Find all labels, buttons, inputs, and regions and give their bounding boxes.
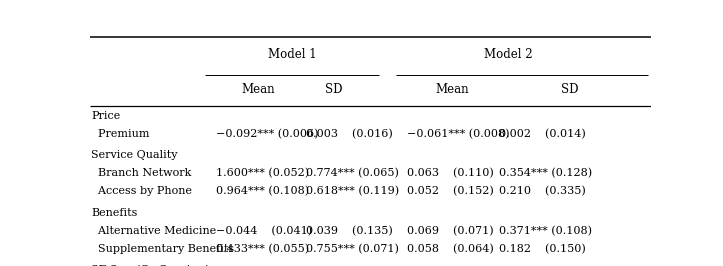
Text: Service Quality: Service Quality bbox=[92, 150, 178, 160]
Text: 0.039    (0.135): 0.039 (0.135) bbox=[306, 226, 393, 236]
Text: Alternative Medicine: Alternative Medicine bbox=[92, 226, 217, 236]
Text: 0.618*** (0.119): 0.618*** (0.119) bbox=[306, 186, 399, 197]
Text: 0.052    (0.152): 0.052 (0.152) bbox=[407, 186, 494, 197]
Text: 0.433*** (0.055): 0.433*** (0.055) bbox=[216, 244, 309, 254]
Text: 0.964*** (0.108): 0.964*** (0.108) bbox=[216, 186, 309, 197]
Text: 0.003    (0.016): 0.003 (0.016) bbox=[306, 129, 393, 139]
Text: −0.044    (0.041): −0.044 (0.041) bbox=[216, 226, 312, 236]
Text: 0.002    (0.014): 0.002 (0.014) bbox=[500, 129, 586, 139]
Text: 0.210    (0.335): 0.210 (0.335) bbox=[500, 186, 586, 197]
Text: Branch Network: Branch Network bbox=[92, 168, 192, 178]
Text: 0.755*** (0.071): 0.755*** (0.071) bbox=[306, 244, 399, 254]
Text: 0.069    (0.071): 0.069 (0.071) bbox=[407, 226, 494, 236]
Text: 1.600*** (0.052): 1.600*** (0.052) bbox=[216, 168, 309, 178]
Text: SD: SD bbox=[325, 83, 343, 96]
Text: Mean: Mean bbox=[435, 83, 469, 96]
Text: 0.774*** (0.065): 0.774*** (0.065) bbox=[306, 168, 399, 178]
Text: Mean: Mean bbox=[241, 83, 275, 96]
Text: −0.061*** (0.008): −0.061*** (0.008) bbox=[407, 129, 510, 139]
Text: Premium: Premium bbox=[92, 129, 150, 139]
Text: Access by Phone: Access by Phone bbox=[92, 186, 192, 196]
Text: 0.354*** (0.128): 0.354*** (0.128) bbox=[500, 168, 593, 178]
Text: 0.371*** (0.108): 0.371*** (0.108) bbox=[500, 226, 592, 236]
Text: 0.058    (0.064): 0.058 (0.064) bbox=[407, 244, 494, 254]
Text: Model 2: Model 2 bbox=[484, 48, 532, 61]
Text: SF Specific Constants: SF Specific Constants bbox=[92, 265, 215, 266]
Text: Model 1: Model 1 bbox=[268, 48, 317, 61]
Text: Price: Price bbox=[92, 111, 121, 121]
Text: Benefits: Benefits bbox=[92, 208, 138, 218]
Text: Supplementary Benefits: Supplementary Benefits bbox=[92, 244, 235, 254]
Text: ✓: ✓ bbox=[456, 265, 464, 266]
Text: SD: SD bbox=[561, 83, 578, 96]
Text: 0.063    (0.110): 0.063 (0.110) bbox=[407, 168, 494, 178]
Text: 0.182    (0.150): 0.182 (0.150) bbox=[500, 244, 586, 254]
Text: −0.092*** (0.006): −0.092*** (0.006) bbox=[216, 129, 319, 139]
